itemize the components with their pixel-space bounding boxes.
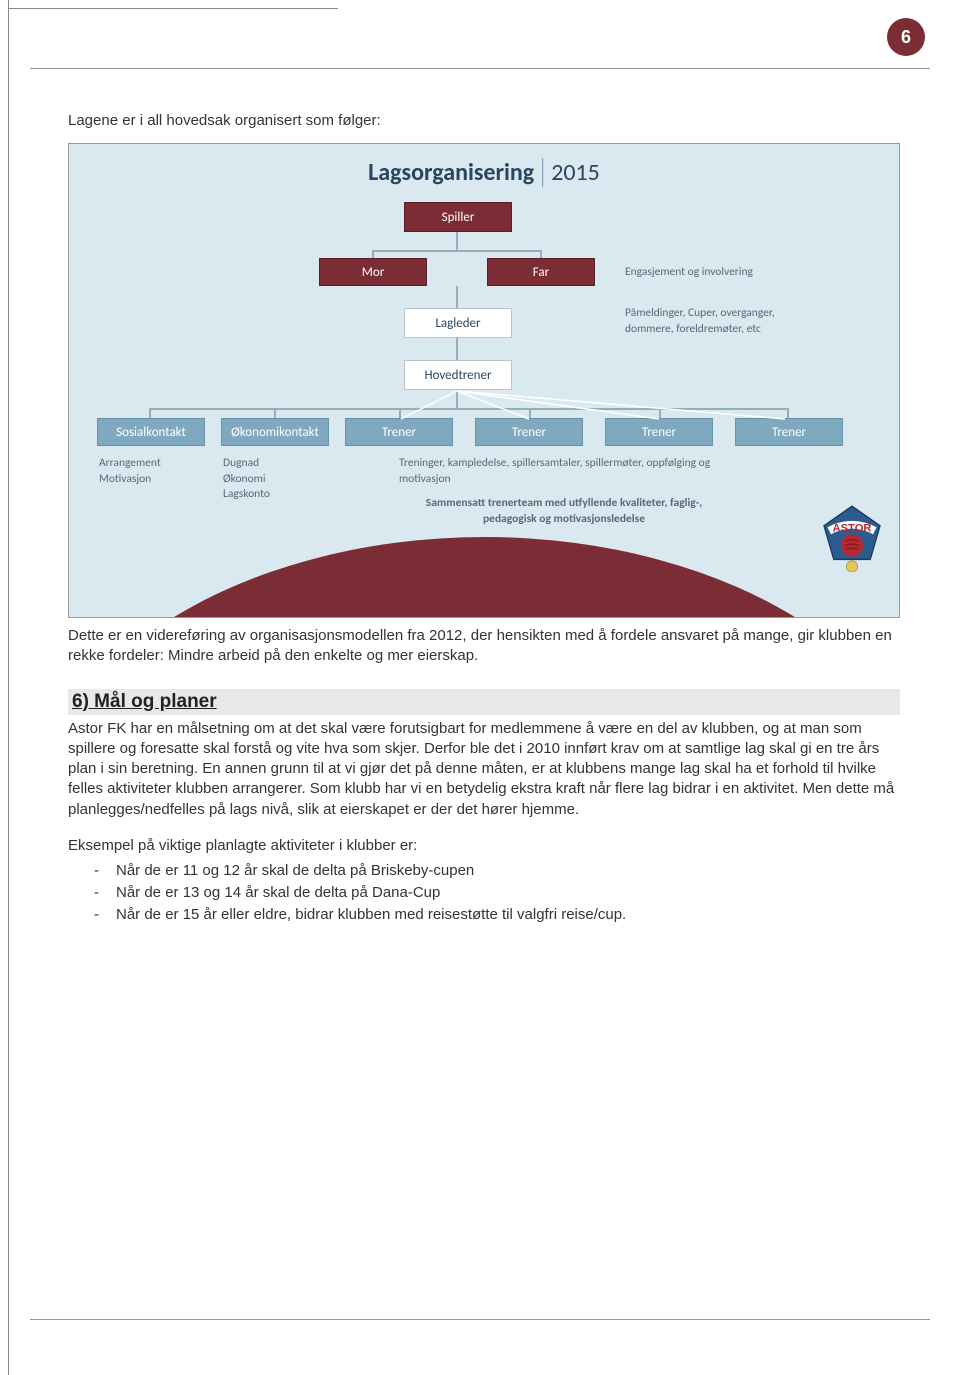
node-sosialkontakt: Sosialkontakt (97, 418, 205, 446)
node-trener-2: Trener (475, 418, 583, 446)
node-hovedtrener: Hovedtrener (404, 360, 512, 390)
node-trener-3: Trener (605, 418, 713, 446)
node-lagleder: Lagleder (404, 308, 512, 338)
node-far: Far (487, 258, 595, 286)
bullet-list: Når de er 11 og 12 år skal de delta på B… (116, 860, 900, 925)
section-heading: 6) Mål og planer (68, 689, 900, 715)
note-sosial-2: Motivasjon (99, 472, 161, 488)
svg-text:ASTOR: ASTOR (833, 522, 872, 534)
note-engasjement: Engasjement og involvering (625, 265, 753, 281)
bottom-curve (68, 537, 900, 618)
bullet-item: Når de er 15 år eller eldre, bidrar klub… (116, 904, 900, 926)
footer-rule (30, 1319, 930, 1320)
note-lagleder: Påmeldinger, Cuper, overganger, dommere,… (625, 306, 825, 337)
bullet-item: Når de er 13 og 14 år skal de delta på D… (116, 882, 900, 904)
note-okon-3: Lagskonto (223, 487, 270, 503)
node-mor: Mor (319, 258, 427, 286)
intro-text: Lagene er i all hovedsak organisert som … (68, 112, 900, 129)
node-okonomikontakt: Økonomikontakt (221, 418, 329, 446)
diagram-title-main: Lagsorganisering (368, 158, 534, 187)
node-trener-1: Trener (345, 418, 453, 446)
note-okon-2: Økonomi (223, 472, 270, 488)
header-rule (30, 68, 930, 69)
bullet-item: Når de er 11 og 12 år skal de delta på B… (116, 860, 900, 882)
after-diagram-text: Dette er en videreføring av organisasjon… (68, 626, 900, 667)
diagram-title: Lagsorganisering 2015 (368, 158, 600, 187)
diagram-title-year: 2015 (542, 158, 600, 187)
note-okon-1: Dugnad (223, 456, 270, 472)
section-paragraph-1: Astor FK har en målsetning om at det ska… (68, 719, 900, 820)
node-spiller: Spiller (404, 202, 512, 232)
section-paragraph-2: Eksempel på viktige planlagte aktivitete… (68, 836, 900, 856)
page-number-badge: 6 (887, 18, 925, 56)
node-trener-4: Trener (735, 418, 843, 446)
astor-logo-icon: ASTOR (817, 502, 887, 572)
org-diagram: Lagsorganisering 2015 Spiller Mor Far Eng… (68, 143, 900, 618)
callout-trenerteam: Sammensatt trenerteam med utfyllende kva… (419, 496, 709, 527)
note-sosial-1: Arrangement (99, 456, 161, 472)
note-trener-desc: Treninger, kampledelse, spillersamtaler,… (399, 456, 719, 487)
